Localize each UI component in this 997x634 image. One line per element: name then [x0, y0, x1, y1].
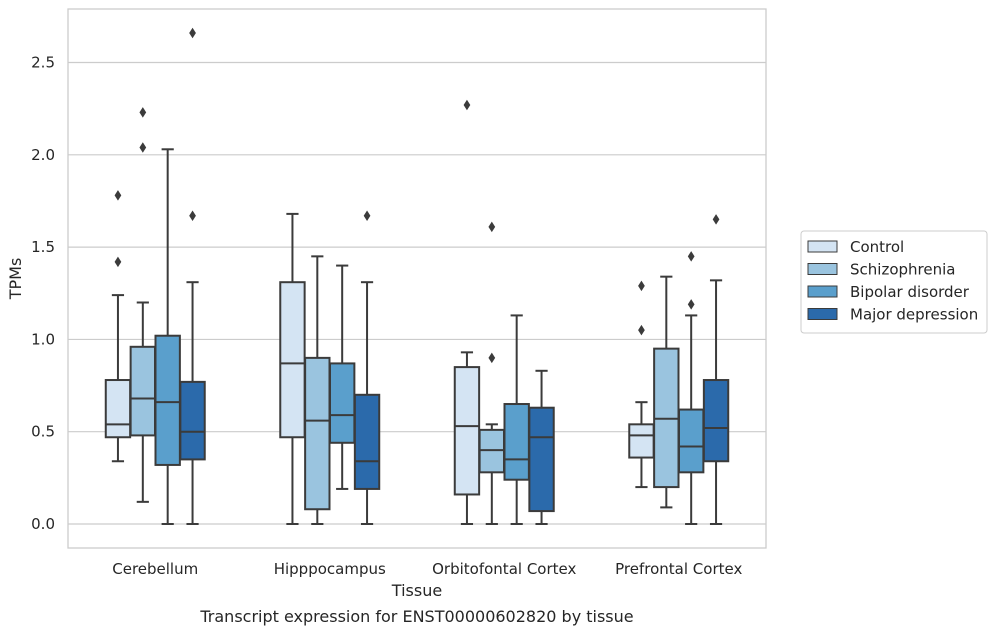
y-tick-label: 0.0: [31, 515, 55, 533]
box-4-1: [179, 27, 206, 526]
box-1-2: [279, 212, 306, 526]
outlier-point: [189, 210, 196, 221]
box-iqr: [179, 380, 206, 461]
box-series-layer: [104, 27, 730, 526]
box-4-4: [702, 214, 730, 526]
box-4-2: [353, 210, 381, 526]
outlier-point: [712, 214, 720, 225]
x-tick-label: Hipppocampus: [274, 560, 386, 578]
box-iqr: [353, 393, 381, 490]
x-axis-label: Tissue: [391, 581, 442, 600]
box-1-4: [628, 280, 655, 489]
box-iqr: [503, 403, 530, 481]
legend-label: Major depression: [850, 306, 978, 324]
box-iqr: [279, 281, 306, 439]
box-4-3: [528, 369, 555, 526]
chart-caption: Transcript expression for ENST0000060282…: [199, 607, 633, 626]
legend-label: Control: [850, 238, 904, 256]
legend-frame: [800, 230, 988, 334]
legend-swatch: [807, 308, 838, 320]
legend-item: Major depression: [807, 306, 978, 324]
x-tick-label: Orbitofontal Cortex: [432, 560, 576, 578]
box-3-1: [154, 148, 181, 526]
legend-item: Bipolar disorder: [807, 283, 970, 301]
box-iqr: [702, 379, 730, 463]
box-3-4: [677, 251, 705, 526]
legend-label: Bipolar disorder: [850, 283, 970, 301]
box-2-3: [478, 221, 506, 526]
box-iqr: [104, 379, 132, 439]
legend-item: Control: [807, 238, 904, 256]
legend-swatch: [807, 285, 838, 298]
box-2-4: [653, 275, 680, 509]
outlier-point: [638, 280, 645, 292]
outlier-point: [114, 190, 122, 201]
legend-label: Schizophrenia: [850, 261, 955, 279]
y-tick-label: 1.0: [31, 330, 55, 348]
outlier-point: [488, 221, 496, 233]
outlier-point: [114, 256, 122, 268]
x-tick-label: Cerebellum: [112, 560, 198, 578]
box-3-3: [503, 314, 530, 526]
box-2-1: [129, 107, 157, 503]
y-tick-label: 2.0: [31, 146, 55, 164]
legend: Control Schizophrenia Bipolar disorder Majo…: [800, 230, 988, 334]
y-axis-ticks: 0.0 0.5 1.0 1.5 2.0 2.5: [31, 54, 55, 533]
y-axis-label: TPMs: [6, 258, 25, 301]
box-3-2: [328, 264, 356, 490]
box-2-2: [304, 255, 331, 526]
outlier-point: [139, 142, 147, 153]
legend-swatch: [807, 240, 838, 253]
outlier-point: [638, 324, 645, 336]
box-iqr: [328, 362, 356, 444]
y-tick-label: 0.5: [31, 423, 55, 441]
box-iqr: [129, 345, 157, 437]
box-iqr: [453, 366, 481, 496]
x-axis-ticks: Cerebellum Hipppocampus Orbitofontal Corte…: [112, 560, 742, 578]
box-iqr: [677, 408, 705, 474]
legend-swatch: [807, 263, 838, 275]
box-1-3: [453, 99, 481, 526]
y-tick-label: 1.5: [31, 238, 55, 256]
box-iqr: [528, 406, 555, 513]
outlier-point: [687, 299, 695, 310]
outlier-point: [687, 251, 695, 262]
box-iqr: [628, 423, 655, 459]
outlier-point: [189, 27, 196, 39]
y-tick-label: 2.5: [31, 54, 55, 72]
outlier-point: [488, 352, 496, 364]
box-iqr: [154, 334, 181, 466]
x-tick-label: Prefrontal Cortex: [615, 560, 742, 578]
outlier-point: [463, 99, 471, 111]
outlier-point: [363, 210, 371, 221]
box-1-1: [104, 190, 132, 463]
box-iqr: [304, 356, 331, 511]
legend-item: Schizophrenia: [807, 261, 955, 279]
plot-frame: [67, 8, 767, 549]
outlier-point: [139, 107, 147, 118]
